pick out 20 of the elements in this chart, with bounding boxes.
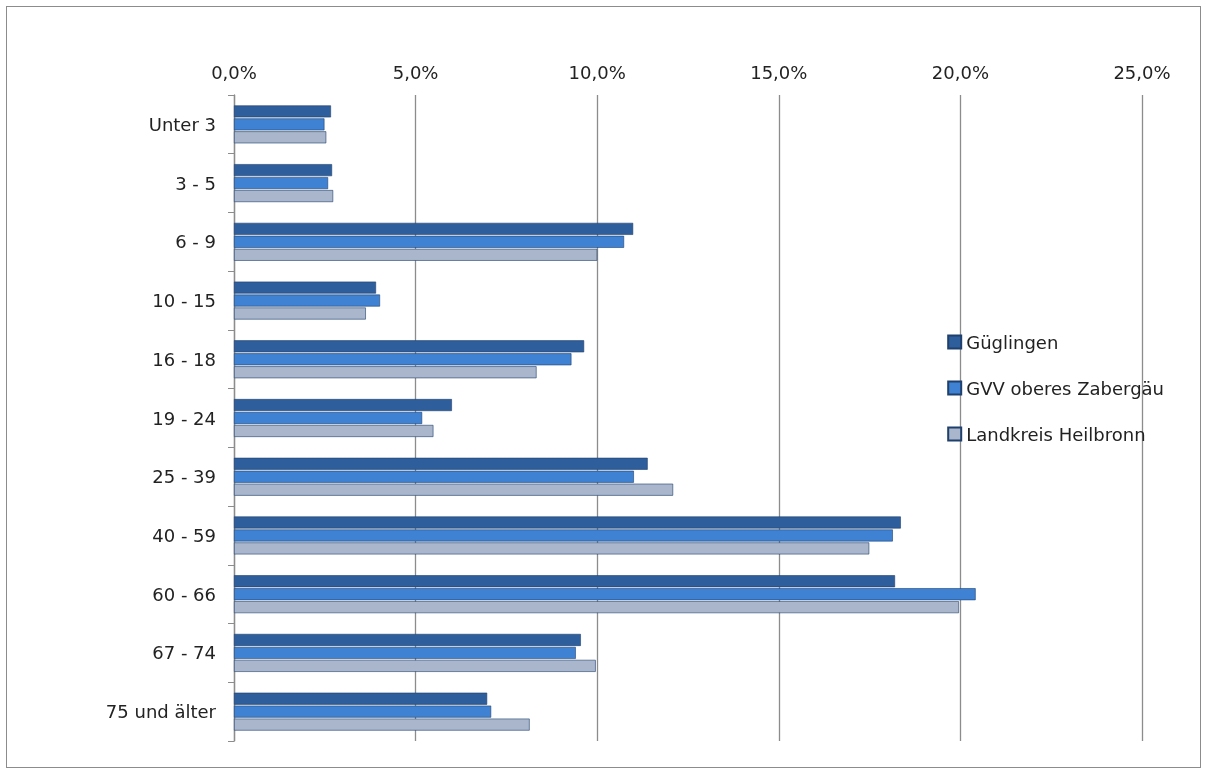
y-tick-label: 16 - 18 <box>152 348 216 370</box>
y-tick-label: 67 - 74 <box>152 642 216 664</box>
legend-label: Landkreis Heilbronn <box>966 423 1146 445</box>
y-tick-label: 19 - 24 <box>152 407 216 429</box>
x-tick-label: 15,0% <box>750 61 808 83</box>
y-tick-label: 25 - 39 <box>152 466 216 488</box>
legend-label: Güglingen <box>966 331 1059 353</box>
x-tick-label: 5,0% <box>392 61 439 83</box>
y-tick-label: 60 - 66 <box>152 583 216 605</box>
x-tick-label: 10,0% <box>568 61 626 83</box>
y-tick-label: 40 - 59 <box>152 524 216 546</box>
x-tick-label: 25,0% <box>1113 61 1171 83</box>
y-tick-label: 6 - 9 <box>175 231 216 253</box>
y-tick-label: 75 und älter <box>105 701 217 723</box>
x-tick-label: 20,0% <box>931 61 989 83</box>
y-tick-label: Unter 3 <box>148 113 216 135</box>
x-tick-label: 0,0% <box>211 61 257 83</box>
y-tick-label: 3 - 5 <box>175 172 216 194</box>
y-tick-label: 10 - 15 <box>152 290 216 312</box>
legend-label: GVV oberes Zabergäu <box>966 377 1165 399</box>
